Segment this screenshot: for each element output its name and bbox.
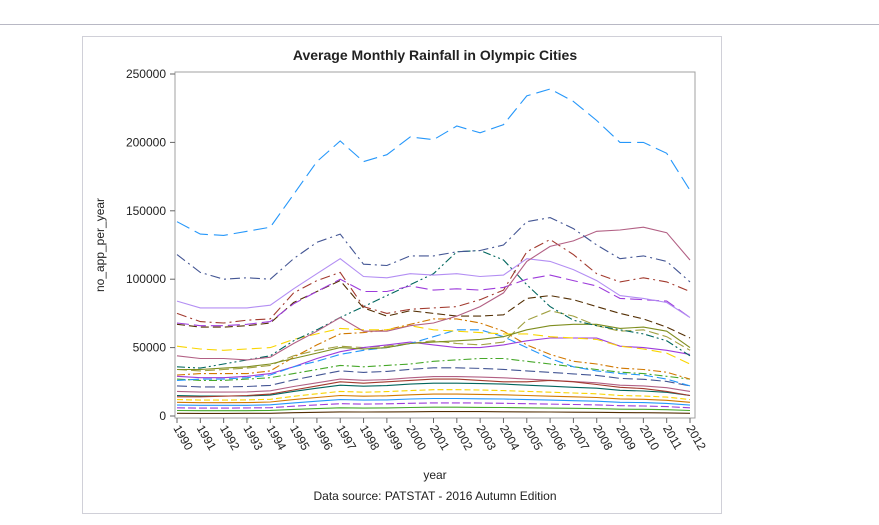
series-line: [176, 217, 691, 283]
x-tick-label: 1992: [217, 423, 243, 453]
x-tick-label: 2003: [474, 423, 500, 453]
series-line: [176, 397, 691, 406]
x-tick-label: 1998: [357, 423, 383, 453]
series-line: [176, 329, 691, 387]
x-tick-label: 2000: [404, 423, 430, 453]
series-line: [176, 406, 691, 412]
x-tick-label: 2009: [613, 423, 639, 453]
series-line: [176, 238, 691, 324]
series-line: [176, 382, 691, 397]
x-tick-label: 2010: [637, 423, 663, 453]
x-tick-label: 1990: [170, 423, 196, 453]
page-divider: [0, 24, 879, 25]
x-axis-label: year: [423, 468, 446, 482]
x-tick-label: 2008: [590, 423, 616, 453]
series-line: [176, 310, 691, 372]
x-tick-label: 2012: [683, 423, 709, 453]
plot-area: [174, 71, 696, 419]
footnote: Data source: PATSTAT - 2016 Autumn Editi…: [313, 489, 556, 503]
x-tick-label: 1996: [310, 423, 336, 453]
x-tick-label: 2006: [543, 423, 569, 453]
series-line: [176, 402, 691, 409]
series-group: [176, 88, 691, 414]
x-tick-label: 1995: [287, 423, 313, 453]
x-tick-label: 1993: [240, 423, 266, 453]
series-line: [177, 323, 691, 371]
series-line: [176, 226, 691, 361]
series-line: [176, 249, 691, 369]
y-axis: 0 50000 100000 150000 200000 250000: [126, 67, 175, 423]
x-tick-label: 2005: [520, 423, 546, 453]
x-tick-label: 2001: [427, 423, 453, 453]
x-tick-label: 1997: [334, 423, 360, 453]
series-line: [176, 376, 691, 393]
x-tick-label: 2011: [660, 423, 685, 453]
series-line: [177, 378, 691, 398]
chart-title: Average Monthly Rainfall in Olympic Citi…: [293, 47, 577, 63]
series-line: [176, 337, 691, 379]
series-line: [176, 367, 691, 388]
series-line: [176, 318, 691, 380]
x-tick-label: 1999: [380, 423, 406, 453]
x-axis: 1990199119921993199419951996199719981999…: [170, 418, 709, 453]
series-line: [176, 274, 691, 327]
y-tick-label: 50000: [133, 341, 167, 355]
series-line: [176, 258, 691, 318]
series-line: [176, 325, 691, 365]
x-tick-label: 2007: [567, 423, 593, 453]
series-line: [176, 411, 691, 414]
x-tick-label: 2002: [450, 423, 476, 453]
x-tick-label: 1994: [264, 423, 290, 453]
series-line: [176, 88, 691, 236]
series-line: [176, 357, 691, 381]
y-tick-label: 0: [159, 409, 166, 423]
y-tick-label: 100000: [126, 272, 166, 286]
y-tick-label: 150000: [126, 204, 166, 218]
series-line: [176, 279, 691, 339]
series-line: [176, 389, 691, 401]
x-tick-label: 1991: [194, 423, 220, 453]
x-tick-label: 2004: [497, 423, 523, 453]
y-tick-label: 250000: [126, 67, 166, 81]
series-line: [176, 393, 691, 404]
y-tick-label: 200000: [126, 135, 166, 149]
y-axis-label: no_app_per_year: [93, 198, 107, 292]
